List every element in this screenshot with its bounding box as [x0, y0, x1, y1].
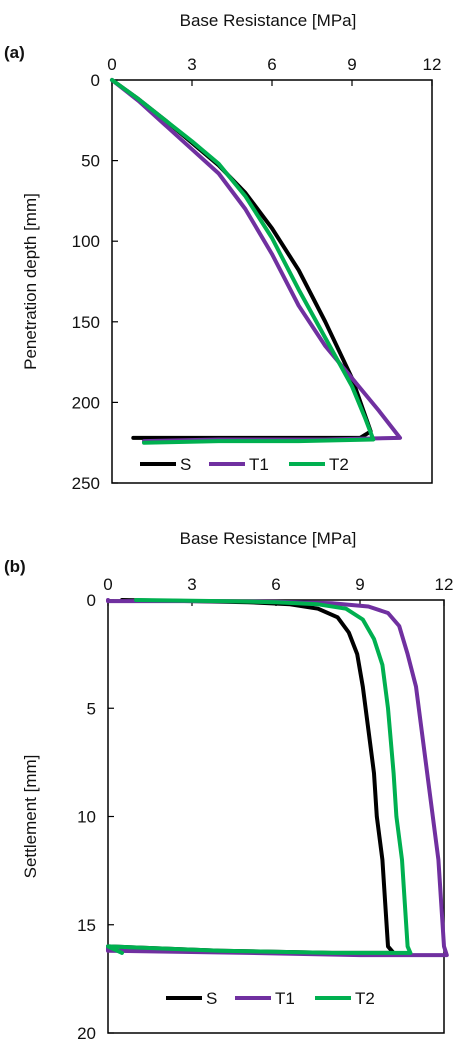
settlement-chart: (b) Base Resistance [MPa] 0 3 6 9 12 0 5 10 15 20 Se… — [4, 529, 454, 1043]
y-tick-label: 0 — [91, 71, 100, 90]
y-tick-label: 15 — [77, 916, 96, 935]
legend-label: T1 — [275, 989, 295, 1008]
y-tick-label: 10 — [77, 808, 96, 827]
x-tick-label: 12 — [435, 575, 454, 594]
y-tick-label: 50 — [81, 152, 100, 171]
x-tick-label: 3 — [187, 55, 196, 74]
panel-label: (b) — [4, 557, 26, 576]
chart-panel-a: (a) Base Resistance [MPa] 0 3 6 9 12 0 50 100 150 2… — [0, 0, 460, 500]
x-tick-label: 0 — [103, 575, 112, 594]
y-axis-title: Settlement [mm] — [21, 755, 40, 879]
series-line-s — [110, 78, 373, 440]
series-line-s — [106, 598, 396, 955]
legend-label: T2 — [329, 455, 349, 474]
y-tick-label: 150 — [72, 313, 100, 332]
series-line-t1 — [106, 598, 449, 958]
x-tick-label: 6 — [267, 55, 276, 74]
x-tick-label: 6 — [271, 575, 280, 594]
legend-label: T1 — [249, 455, 269, 474]
series-line-t2 — [106, 598, 413, 955]
panel-label: (a) — [4, 43, 25, 62]
legend: S T1 T2 — [166, 989, 375, 1008]
x-tick-label: 12 — [423, 55, 442, 74]
y-tick-label: 20 — [77, 1024, 96, 1043]
legend-label: T2 — [355, 989, 375, 1008]
y-tick-label: 0 — [87, 591, 96, 610]
legend-label: S — [180, 455, 191, 474]
x-tick-label: 9 — [355, 575, 364, 594]
penetration-depth-chart: (a) Base Resistance [MPa] 0 3 6 9 12 0 50 100 150 2… — [4, 11, 442, 493]
legend: S T1 T2 — [140, 455, 349, 474]
legend-label: S — [206, 989, 217, 1008]
series-line-t2 — [110, 78, 376, 445]
y-tick-label: 200 — [72, 393, 100, 412]
plot-frame — [111, 79, 433, 484]
y-tick-label: 250 — [72, 474, 100, 493]
x-axis-title: Base Resistance [MPa] — [180, 11, 357, 30]
y-tick-label: 100 — [72, 232, 100, 251]
y-axis-title: Penetration depth [mm] — [21, 193, 40, 370]
x-tick-label: 3 — [187, 575, 196, 594]
chart-panel-b: (b) Base Resistance [MPa] 0 3 6 9 12 0 5 10 15 20 Se… — [0, 520, 460, 1044]
plot-frame — [107, 599, 445, 1034]
y-tick-label: 5 — [87, 699, 96, 718]
x-tick-label: 9 — [347, 55, 356, 74]
x-axis-title: Base Resistance [MPa] — [180, 529, 357, 548]
x-tick-label: 0 — [107, 55, 116, 74]
series-line-t1 — [110, 78, 402, 444]
